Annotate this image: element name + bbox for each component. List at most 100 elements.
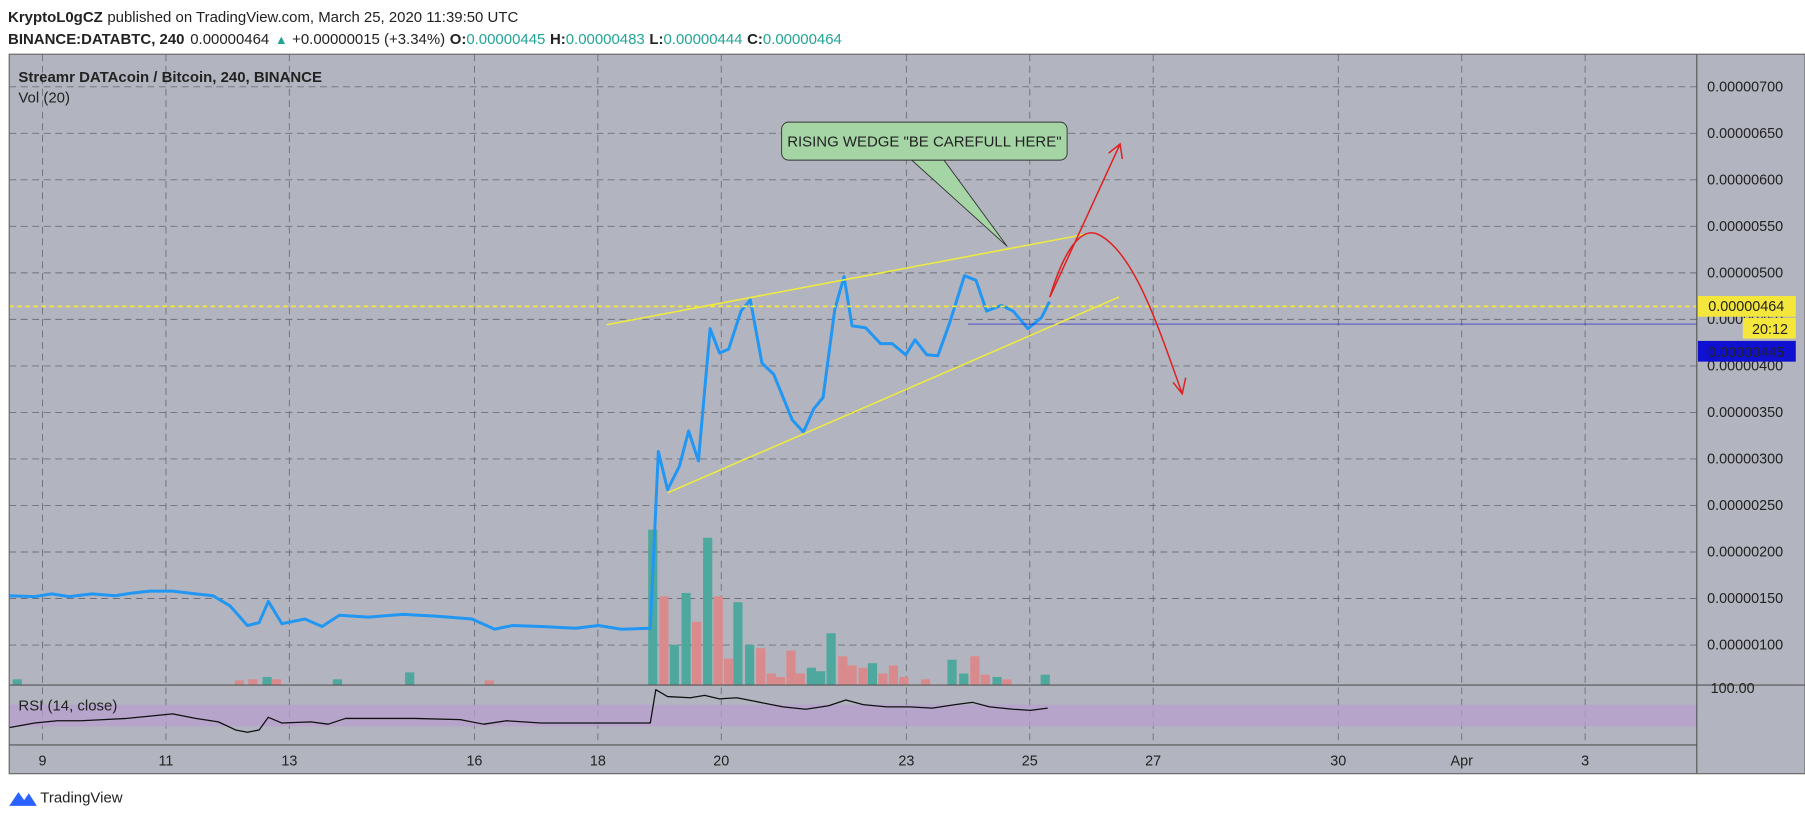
logo: TradingView (9, 789, 123, 806)
x-tick-label: 13 (281, 754, 297, 770)
ohlc-value: 0.00000464 (763, 31, 842, 48)
volume-bar (405, 672, 415, 686)
volume-bar (262, 676, 272, 686)
volume-bar (733, 602, 743, 686)
open-box (1697, 340, 1796, 362)
ohlc-value: 0.00000483 (566, 31, 645, 48)
x-tick-label: 20 (713, 754, 729, 770)
volume-bar (681, 592, 691, 686)
volume-bar (816, 671, 826, 686)
volume-bar (691, 621, 702, 686)
y-tick-label: 0.00000700 (1707, 79, 1783, 95)
symbol-line: BINANCE:DATABTC, 240 0.00000464 ▲ +0.000000… (8, 31, 842, 48)
frame (8, 53, 1805, 775)
countdown: 20:12 (1752, 322, 1788, 338)
author: KryptoL0gCZ (8, 9, 103, 26)
y-tick-label: 0.00000550 (1707, 219, 1783, 235)
last: 0.00000464 (190, 31, 269, 48)
ohlc-label: C: (747, 31, 763, 48)
grid (9, 54, 1697, 745)
y-tick-label: 0.00000100 (1707, 638, 1783, 654)
symbol: BINANCE:DATABTC, 240 (8, 31, 184, 48)
open-label: 0.00000445 (1708, 345, 1784, 361)
volume-bar (920, 679, 931, 686)
change: +0.00000015 (+3.34%) (292, 31, 445, 48)
volume-bar (992, 676, 1002, 686)
drawings: RISING WEDGE "BE CAREFULL HERE" (606, 121, 1187, 494)
volume-bar (248, 679, 258, 686)
volume-bar (332, 679, 343, 686)
y-tick-label: 0.00000600 (1707, 172, 1783, 188)
publish-line: KryptoL0gCZ published on TradingView.com,… (8, 9, 518, 26)
volume-bar (980, 674, 990, 686)
price-line (9, 274, 1051, 631)
x-tick-label: 27 (1145, 754, 1161, 770)
x-tick-label: 23 (898, 754, 914, 770)
callout (781, 121, 1068, 161)
volume-bar (648, 529, 658, 686)
arrow-head (1108, 142, 1124, 160)
volume-bar (899, 676, 909, 686)
arrow-up (1049, 143, 1121, 298)
marks (9, 274, 1697, 733)
volume-bar (847, 665, 857, 686)
countdown-box (1742, 317, 1796, 339)
volume-bar (1002, 679, 1012, 686)
callout-text: RISING WEDGE "BE CAREFULL HERE" (787, 133, 1061, 150)
y-tick-label: 0.00000400 (1707, 359, 1783, 375)
volume-bar (669, 644, 679, 686)
published: published on TradingView.com, March 25, … (107, 9, 518, 26)
wedge-lower (667, 296, 1120, 494)
volume-label: Vol (20) (18, 90, 70, 107)
ohlc-label: O: (450, 31, 467, 48)
volume-bar (888, 665, 899, 686)
volume-bar (795, 673, 805, 686)
y-tick-label: 0.00000300 (1707, 452, 1783, 468)
x-tick-label: 25 (1022, 754, 1038, 770)
chart-bg (9, 54, 1805, 774)
volume-bar (838, 656, 848, 686)
chart-title: Streamr DATAcoin / Bitcoin, 240, BINANCE (18, 69, 322, 86)
last-price-label: 0.00000464 (1708, 299, 1784, 315)
volume-bar (703, 537, 713, 686)
rsi-label: RSI (14, close) (18, 697, 117, 714)
volume-bar (858, 667, 868, 686)
y-tick-label: 0.00000650 (1707, 126, 1783, 142)
x-tick-label: Apr (1451, 754, 1474, 770)
wedge-upper (606, 233, 1088, 326)
volume-bar (959, 673, 969, 686)
change-arrow: ▲ (275, 33, 288, 47)
volume-bar (659, 596, 669, 686)
rsi-tick-label: 100.00 (1711, 681, 1755, 697)
x-tick-label: 30 (1330, 754, 1346, 770)
volume-bar (766, 673, 776, 686)
volume-bar (947, 659, 957, 686)
volume-bar (826, 633, 836, 686)
y-tick-label: 0.00000500 (1707, 265, 1783, 281)
ohlc-value: 0.00000445 (466, 31, 545, 48)
y-tick-label: 0.00000250 (1707, 498, 1783, 514)
last-price-box (1697, 296, 1796, 317)
volume-bar (970, 656, 980, 686)
ohlc-label: H: (550, 31, 566, 48)
ohlc: O:0.00000445 H:0.00000483 L:0.00000444 C:0.… (450, 31, 842, 48)
volume-bar (867, 663, 878, 686)
x-tick-label: 3 (1581, 754, 1589, 770)
logo-icon (9, 792, 37, 806)
arrow-curve (1049, 232, 1183, 395)
volume-bar (12, 679, 22, 686)
ohlc-value: 0.00000444 (663, 31, 742, 48)
volume-bar (713, 596, 723, 686)
arrow-head (1172, 377, 1187, 396)
volume-bar (806, 667, 816, 686)
rsi-line (9, 689, 1048, 733)
volume-bar (745, 644, 755, 686)
x-tick-label: 11 (158, 754, 173, 770)
y-tick-label: 0.00000200 (1707, 545, 1783, 561)
rsi-band (9, 704, 1697, 727)
y-tick-label: 0.00000350 (1707, 405, 1783, 421)
volume-bar (1040, 674, 1050, 686)
volume-bar (724, 658, 734, 686)
